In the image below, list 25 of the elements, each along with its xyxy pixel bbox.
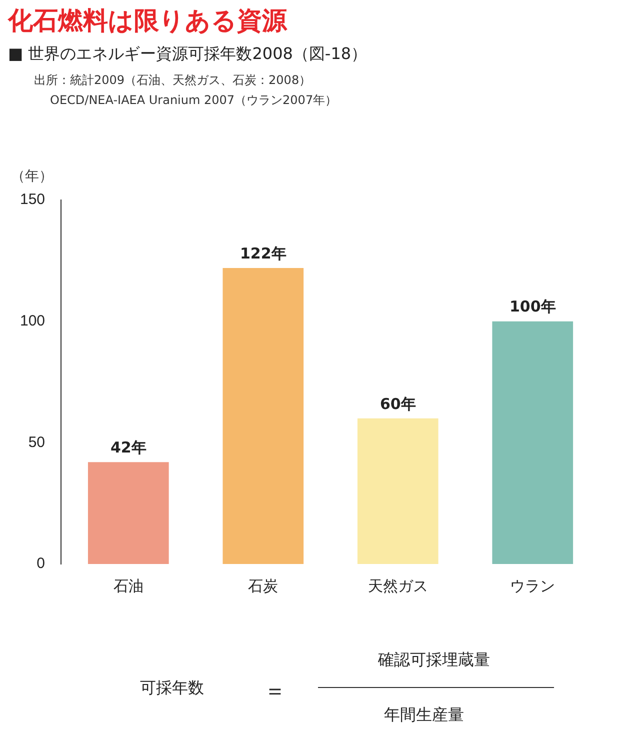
y-tick-label: 0 [36,555,46,572]
x-tick-label: 石炭 [248,578,278,596]
bar [357,418,438,564]
text: 年間生産量 [384,705,464,726]
y-tick-label: 50 [28,434,46,451]
data-label: 100年 [509,298,556,316]
data-label: 42年 [110,438,146,456]
data-label: 60年 [380,394,416,413]
chart-subtitle: ■ 世界のエネルギー資源可採年数2008（図-18） [8,44,368,65]
bar [492,321,574,564]
x-tick-label: ウラン [510,578,556,596]
text: ＝ [264,678,286,706]
text: 確認可採埋蔵量 [378,650,490,671]
bar [88,462,169,564]
text: 可採年数 [140,678,204,699]
x-tick-label: 石油 [113,578,144,596]
bar [222,268,304,564]
x-tick-label: 天然ガス [368,578,428,596]
chart-title: 化石燃料は限りある資源 [8,5,287,37]
data-label: 122年 [240,244,286,262]
text: OECD/NEA-IAEA Uranium 2007（ウラン2007年） [50,92,338,109]
text: 出所：統計2009（石油、天然ガス、石炭：2008） [34,72,312,89]
y-tick-label: 100 [20,312,46,330]
y-axis-title: （年） [11,168,54,185]
y-tick-label: 150 [20,191,46,208]
